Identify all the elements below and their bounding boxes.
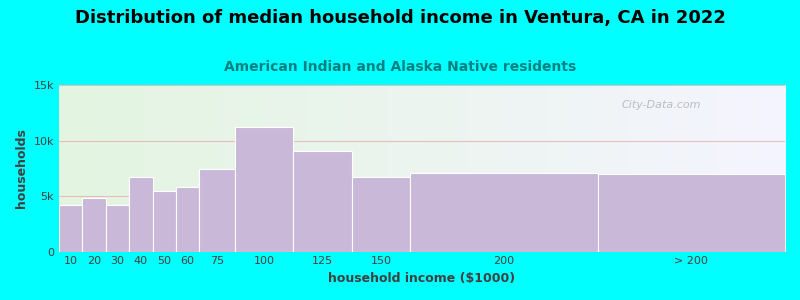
Bar [410, 173, 598, 252]
Bar [234, 127, 293, 252]
Bar [129, 177, 153, 252]
Bar [176, 187, 199, 252]
Bar [293, 151, 352, 252]
Bar [153, 190, 176, 252]
Bar [199, 169, 234, 252]
Bar [106, 205, 129, 252]
Bar [82, 198, 106, 252]
Bar [59, 205, 82, 252]
Y-axis label: households: households [15, 128, 28, 208]
Text: City-Data.com: City-Data.com [622, 100, 702, 110]
Bar [352, 177, 410, 252]
Text: Distribution of median household income in Ventura, CA in 2022: Distribution of median household income … [74, 9, 726, 27]
X-axis label: household income ($1000): household income ($1000) [328, 272, 515, 285]
Text: American Indian and Alaska Native residents: American Indian and Alaska Native reside… [224, 60, 576, 74]
Bar [598, 174, 785, 252]
